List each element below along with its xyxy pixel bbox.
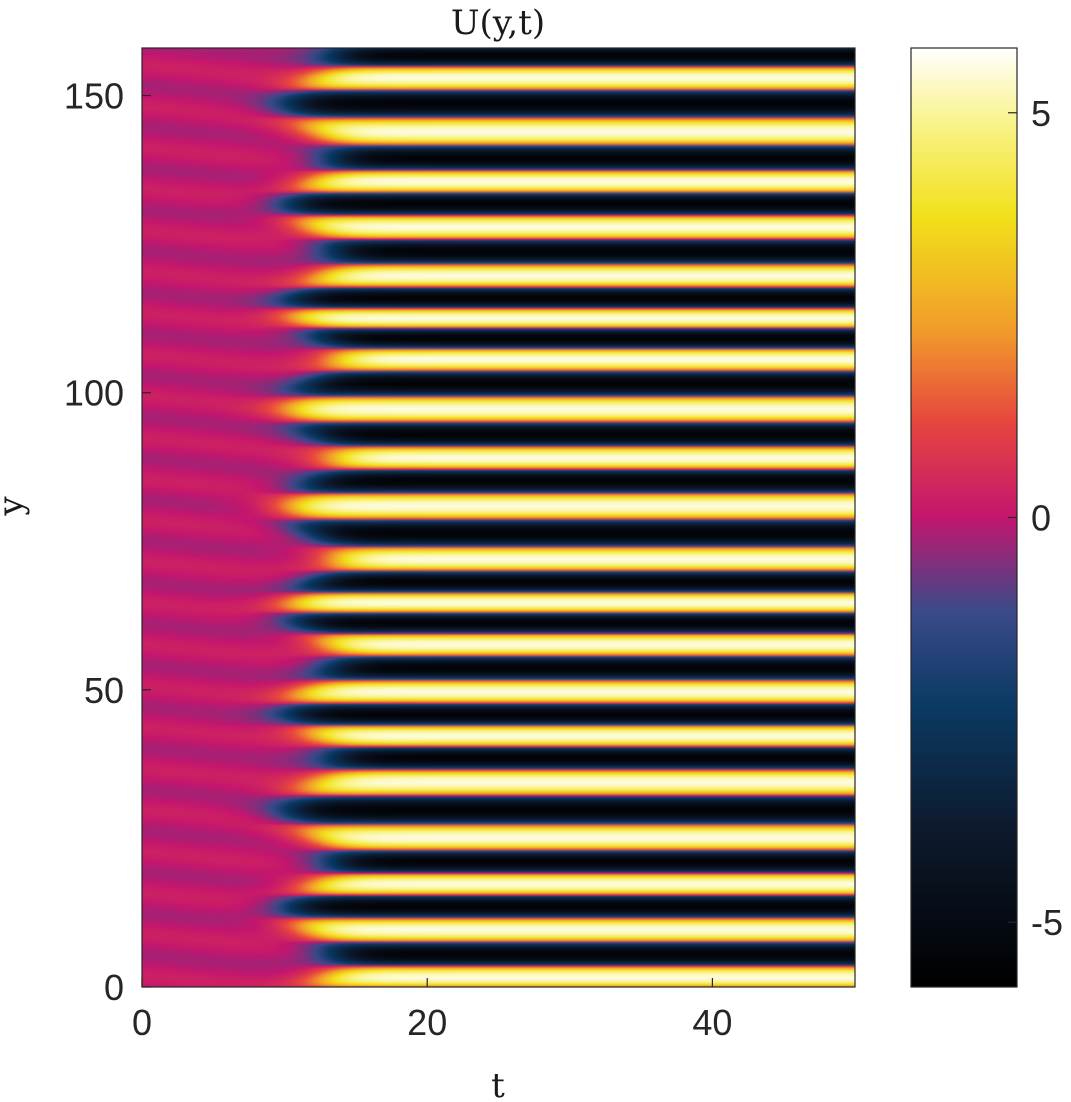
x-tick-label: 0: [132, 1002, 152, 1043]
y-axis: 0 50 100 150: [64, 76, 151, 1008]
colorbar-fill: [911, 48, 1017, 987]
chart-title: U(y,t): [451, 3, 545, 43]
colorbar-tick-label: 5: [1031, 93, 1051, 134]
plot-area: [141, 47, 856, 988]
y-tick-label: 0: [104, 967, 124, 1008]
plot-frame: [141, 47, 856, 988]
x-axis-title: t: [491, 1066, 505, 1102]
x-tick-label: 40: [692, 1002, 732, 1043]
x-tick-label: 20: [407, 1002, 447, 1043]
x-axis: 0 20 40: [132, 978, 732, 1043]
colorbar-tick-label: 0: [1031, 498, 1051, 539]
colorbar-ticks: -5 0 5: [1008, 93, 1063, 943]
colorbar-tick-label: -5: [1031, 902, 1063, 943]
y-tick-label: 150: [64, 76, 124, 117]
y-axis-title: y: [0, 496, 31, 517]
heatmap-image: [142, 48, 855, 987]
y-tick-label: 50: [84, 670, 124, 711]
colorbar: -5 0 5: [910, 47, 1063, 988]
y-tick-label: 100: [64, 373, 124, 414]
